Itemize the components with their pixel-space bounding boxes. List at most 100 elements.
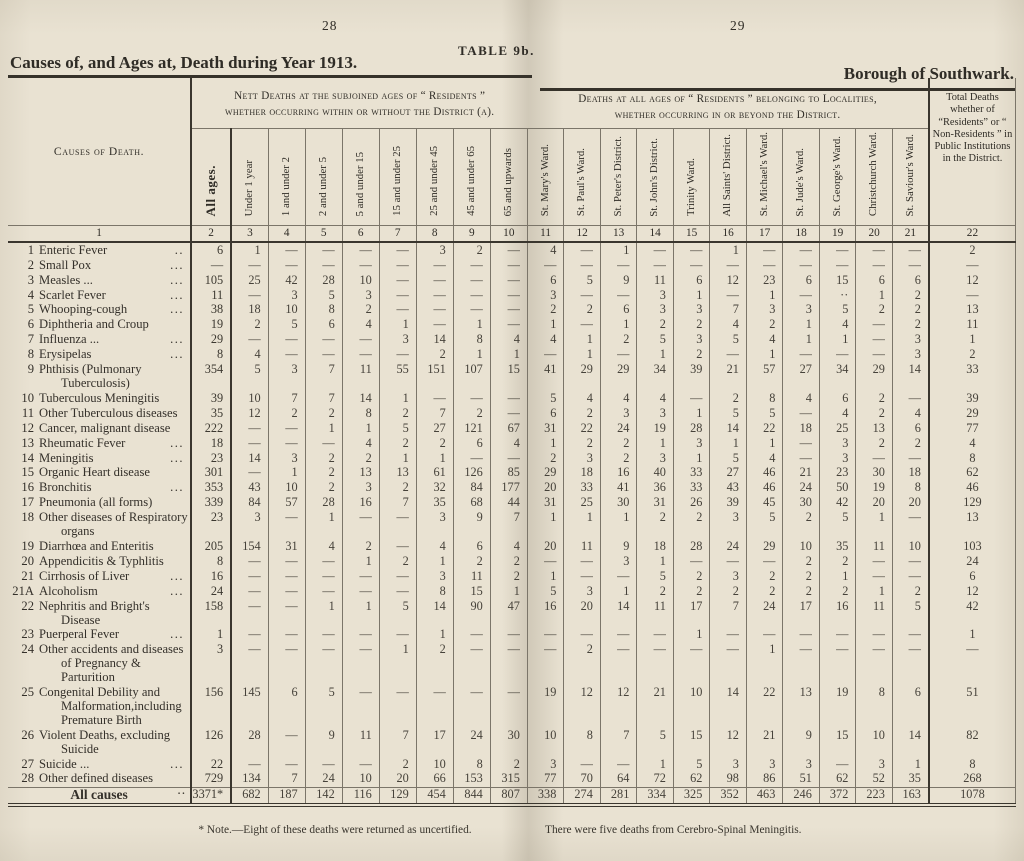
value-cell: 1 [745,436,783,452]
value-cell: 13 [782,685,820,729]
value-cell: 24 [452,728,491,758]
value-cell: 3 [745,303,783,318]
table-row: 19 Diarrhœa and Enteritis 205 154 31 4 2—4 6 4 20… [8,539,1016,555]
total-value-cell: 116 [341,786,380,807]
table-row: 1 Enteric Fever.. 6 1— — — —3 2—4—1— —1— — — — —2 [8,242,1016,259]
value-cell: 6 [891,685,929,729]
value-cell: — [378,627,417,643]
value-cell: 2 [782,510,820,540]
value-cell: — [267,569,306,585]
cause-cell: 6 Diphtheria and Croup [8,317,193,333]
row-number: 9 [27,362,34,377]
value-cell: 1 [415,451,454,466]
cause-label: Organic Heart disease [39,465,150,480]
value-cell: 2 [526,303,564,318]
value-cell: 2 [526,451,564,466]
value-cell: 10 [341,273,380,289]
value-cell: 2 [745,569,783,585]
value-cell: 1 [672,451,710,466]
ward-column-header: St. Mary's Ward. [526,128,564,226]
value-cell: 68 [452,495,491,511]
value-cell: — [709,347,747,363]
value-cell: 70 [563,771,601,788]
value-cell: 2 [415,436,454,452]
all-causes-row: All causes.. 3371* 682 187 142 116 129 454 844 80… [8,782,1016,807]
value-cell: 1 [636,757,674,772]
value-cell: 33 [672,466,710,481]
value-cell: — [415,685,454,729]
value-cell: — [489,642,528,686]
cause-label: Meningitis [39,450,94,465]
value-cell: 1 [636,554,674,570]
value-cell: — [304,554,343,570]
value-cell: 4 [818,317,856,333]
value-cell: — [489,406,528,422]
value-cell: 18 [782,421,820,437]
value-cell: 35 [415,495,454,511]
ward-column-header: St. Paul's Ward. [563,128,601,226]
value-cell: 62 [927,466,1016,481]
value-cell: 32 [415,480,454,496]
value-cell: — [378,685,417,729]
value-cell: 3 [709,757,747,772]
column-number: 6 [341,225,380,244]
value-cell: 2 [599,332,637,348]
value-cell: 86 [745,771,783,788]
row-number: 3 [27,272,34,287]
value-cell: 1 [489,347,528,363]
table-label: TABLE 9b. [458,43,535,58]
value-cell: 10 [341,771,380,788]
value-cell: — [378,584,417,600]
value-cell: 28 [230,728,269,758]
value-cell: 29 [855,362,893,392]
value-cell: 2 [378,436,417,452]
value-cell: — [267,584,306,600]
total-value-cell: 334 [636,786,674,807]
value-cell: — [341,685,380,729]
cause-label: Suicide ... [39,756,90,771]
value-cell: 39 [672,362,710,392]
value-cell: 1 [782,317,820,333]
row-number: 6 [27,317,34,332]
value-cell: — [341,642,380,686]
total-value-cell: 246 [782,786,820,807]
value-cell: — [267,642,306,686]
value-cell: — [415,258,454,274]
dot-leader: ... [170,756,185,771]
value-cell: 6 [190,242,233,259]
value-cell: — [526,642,564,686]
group-header-row: Causes of Death. Nett Deaths at the subj… [8,78,1016,226]
value-cell: 4 [891,406,929,422]
value-cell: — [378,242,417,259]
value-cell: 2 [672,347,710,363]
value-cell: 3 [378,332,417,348]
value-cell: — [452,273,491,289]
column-number: 20 [855,225,893,244]
row-number: 5 [27,302,34,317]
value-cell: — [267,627,306,643]
value-cell: 1 [452,347,491,363]
value-cell: 3 [782,757,820,772]
value-cell: 6 [891,273,929,289]
value-cell: 1 [891,757,929,772]
value-cell: 1 [782,332,820,348]
value-cell: — [489,627,528,643]
value-cell: — [782,288,820,303]
column-number: 17 [745,225,783,244]
row-number: 12 [21,420,34,435]
value-cell: — [489,303,528,318]
value-cell: 1 [927,627,1016,643]
value-cell: 3 [709,510,747,540]
table-row: 10 Tuberculous Meningitis 39 10 7 7 14 1— — —5 4 4 4… [8,391,1016,407]
value-cell: — [415,303,454,318]
causes-of-death-header: Causes of Death. [8,78,193,226]
dot-leader: ... [170,332,185,347]
value-cell: — [526,347,564,363]
cause-label: Violent Deaths, ex­cluding Suicide [39,727,171,756]
value-cell: 28 [672,421,710,437]
value-cell: — [341,510,380,540]
value-cell: 2 [891,317,929,333]
value-cell: 2 [304,466,343,481]
value-cell: — [818,642,856,686]
row-number: 4 [27,287,34,302]
